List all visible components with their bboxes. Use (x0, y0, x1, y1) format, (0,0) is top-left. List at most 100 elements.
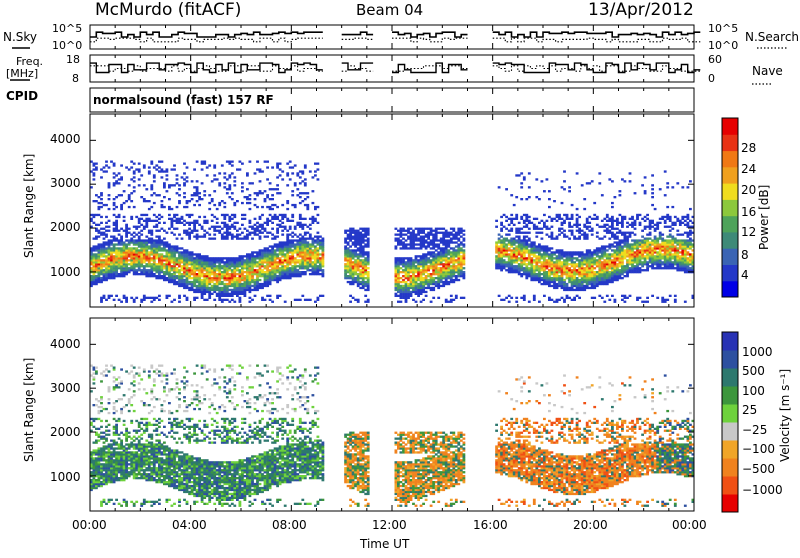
power-cell (364, 283, 367, 285)
power-cell (266, 275, 269, 277)
power-cell (344, 232, 347, 234)
power-cell (98, 277, 101, 279)
power-cell (362, 275, 365, 277)
power-cell (304, 243, 307, 245)
power-cell (153, 253, 156, 255)
power-cell (299, 267, 302, 269)
power-cell (543, 269, 546, 271)
power-cell (108, 267, 111, 269)
power-cell (601, 220, 604, 222)
power-cell (530, 259, 533, 261)
power-cell (135, 247, 138, 249)
power-cell (158, 253, 161, 255)
power-cell (138, 238, 141, 240)
power-cell (568, 273, 571, 275)
power-cell (563, 269, 566, 271)
power-cell (223, 283, 226, 285)
power-cell (266, 261, 269, 263)
power-cell (140, 234, 143, 236)
power-cell (445, 245, 448, 247)
power-cell (181, 261, 184, 263)
power-cell (317, 273, 320, 275)
power-cell (563, 234, 566, 236)
power-cell (138, 220, 141, 222)
power-cell (228, 277, 231, 279)
power-cell (548, 277, 551, 279)
power-cell (103, 297, 106, 299)
power-cell (294, 182, 297, 184)
power-cell (266, 194, 269, 196)
power-cell (397, 275, 400, 277)
power-cell (314, 220, 317, 222)
power-cell (110, 275, 113, 277)
power-cell (611, 224, 614, 226)
power-cell (201, 275, 204, 277)
power-cell (543, 295, 546, 297)
power-cell (427, 259, 430, 261)
power-cell (624, 232, 627, 234)
power-cell (440, 285, 443, 287)
power-cell (616, 241, 619, 243)
power-cell (279, 174, 282, 176)
power-cell (286, 234, 289, 236)
power-cell (299, 273, 302, 275)
power-cell (435, 283, 438, 285)
power-cell (196, 192, 199, 194)
power-cell (249, 269, 252, 271)
nsky-ytick-bottom: 10^0 (52, 39, 82, 52)
power-cell (100, 253, 103, 255)
power-cell (543, 224, 546, 226)
power-cell (150, 259, 153, 261)
power-cell (226, 188, 229, 190)
power-cell (515, 241, 518, 243)
power-cell (301, 253, 304, 255)
power-cell (364, 253, 367, 255)
power-cell (123, 261, 126, 263)
power-cell (357, 275, 360, 277)
power-cell (251, 238, 254, 240)
power-cell (440, 249, 443, 251)
power-cell (571, 230, 574, 232)
power-cell (447, 259, 450, 261)
power-cell (281, 170, 284, 172)
power-cell (98, 208, 101, 210)
power-cell (573, 289, 576, 291)
power-cell (432, 283, 435, 285)
power-cell (505, 269, 508, 271)
power-cell (593, 253, 596, 255)
power-cell (561, 202, 564, 204)
power-cell (528, 273, 531, 275)
power-cell (548, 297, 551, 299)
power-cell (118, 247, 121, 249)
power-cell (236, 289, 239, 291)
power-cell (558, 234, 561, 236)
power-cell (155, 249, 158, 251)
power-cell (309, 261, 312, 263)
power-cell (178, 277, 181, 279)
power-cell (445, 253, 448, 255)
power-cell (291, 194, 294, 196)
power-cell (498, 261, 501, 263)
power-cell (395, 277, 398, 279)
power-cell (551, 247, 554, 249)
power-cell (364, 236, 367, 238)
power-cell (115, 257, 118, 259)
power-cell (611, 220, 614, 222)
power-cell (203, 275, 206, 277)
power-cell (644, 249, 647, 251)
power-cell (621, 251, 624, 253)
power-cell (405, 234, 408, 236)
power-cell (395, 287, 398, 289)
power-cell (191, 253, 194, 255)
power-cell (402, 279, 405, 281)
power-cell (239, 261, 242, 263)
power-cell (166, 178, 169, 180)
power-cell (417, 295, 420, 297)
power-cell (231, 281, 234, 283)
power-cell (362, 277, 365, 279)
power-cell (402, 295, 405, 297)
power-cell (221, 164, 224, 166)
power-cell (437, 228, 440, 230)
power-cell (271, 198, 274, 200)
power-cell (309, 238, 312, 240)
